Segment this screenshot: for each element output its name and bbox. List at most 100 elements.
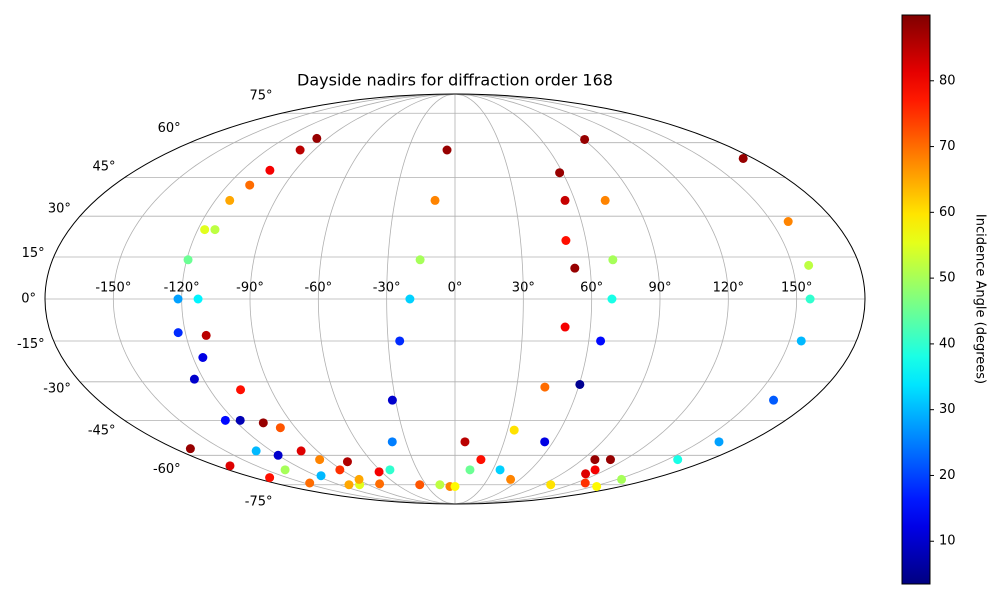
data-point xyxy=(236,385,246,395)
data-point xyxy=(173,328,183,338)
data-point xyxy=(265,473,275,483)
data-point xyxy=(450,481,460,491)
data-point xyxy=(385,465,395,475)
data-point xyxy=(592,481,602,491)
data-point xyxy=(344,480,354,490)
colorbar-tick-label: 40 xyxy=(939,336,956,351)
data-point xyxy=(495,465,505,475)
y-tick-label: 30° xyxy=(48,202,71,217)
data-point xyxy=(600,195,610,205)
data-point xyxy=(220,415,230,425)
x-tick-label: -30° xyxy=(373,281,401,296)
data-point xyxy=(575,379,585,389)
colorbar-label: Incidence Angle (degrees) xyxy=(973,214,988,384)
data-point xyxy=(280,465,290,475)
data-point xyxy=(296,446,306,456)
grid xyxy=(45,93,865,505)
x-tick-label: 90° xyxy=(648,281,671,296)
x-tick-label: 0° xyxy=(448,281,463,296)
data-point xyxy=(305,478,315,488)
x-tick-label: -60° xyxy=(304,281,332,296)
x-tick-label: 150° xyxy=(781,281,812,296)
y-tick-label: 75° xyxy=(249,88,272,103)
data-point xyxy=(546,480,556,490)
data-point xyxy=(335,465,345,475)
colorbar-tick-label: 20 xyxy=(939,468,956,483)
points xyxy=(173,133,815,491)
data-point xyxy=(193,294,203,304)
data-point xyxy=(354,474,364,484)
data-point xyxy=(460,437,470,447)
data-point xyxy=(617,474,627,484)
data-point xyxy=(415,255,425,265)
data-point xyxy=(405,294,415,304)
y-tick-label: 60° xyxy=(158,121,181,136)
y-tick-label: 0° xyxy=(21,292,36,307)
map-frame xyxy=(44,93,866,505)
data-point xyxy=(560,195,570,205)
data-point xyxy=(258,418,268,428)
data-point xyxy=(235,415,245,425)
data-point xyxy=(387,395,397,405)
data-point xyxy=(560,322,570,332)
colorbar-tick-label: 70 xyxy=(939,139,956,154)
data-point xyxy=(596,336,606,346)
data-point xyxy=(796,336,806,346)
data-point xyxy=(769,395,779,405)
data-point xyxy=(570,263,580,273)
x-tick-label: -150° xyxy=(95,281,131,296)
y-tick-label: -30° xyxy=(43,381,71,396)
colorbar-tick-label: 80 xyxy=(939,73,956,88)
data-point xyxy=(430,195,440,205)
data-point xyxy=(805,294,815,304)
data-point xyxy=(605,455,615,465)
data-point xyxy=(555,168,565,178)
data-point xyxy=(580,478,590,488)
data-point xyxy=(476,455,486,465)
data-point xyxy=(210,225,220,235)
colorbar-tick-label: 10 xyxy=(939,534,956,549)
data-point xyxy=(738,153,748,163)
data-point xyxy=(201,330,211,340)
data-point xyxy=(173,294,183,304)
data-point xyxy=(265,165,275,175)
data-point xyxy=(581,469,591,479)
data-point xyxy=(273,450,283,460)
data-point xyxy=(375,479,385,489)
y-tick-label: 15° xyxy=(22,246,45,261)
x-tick-label: 30° xyxy=(512,281,535,296)
data-point xyxy=(580,134,590,144)
data-point xyxy=(590,455,600,465)
data-point xyxy=(509,425,519,435)
x-tick-label: -90° xyxy=(236,281,264,296)
data-point xyxy=(395,336,405,346)
x-tick-label: 60° xyxy=(580,281,603,296)
data-point xyxy=(442,145,452,155)
data-point xyxy=(198,353,208,363)
data-point xyxy=(275,423,285,433)
data-point xyxy=(506,474,516,484)
data-point xyxy=(251,446,261,456)
data-point xyxy=(540,437,550,447)
x-tick-label: 120° xyxy=(713,281,744,296)
colorbar-tick-label: 60 xyxy=(939,205,956,220)
data-point xyxy=(673,455,683,465)
data-point xyxy=(225,461,235,471)
data-point xyxy=(714,437,724,447)
data-point xyxy=(189,374,199,384)
data-point xyxy=(465,465,475,475)
data-point xyxy=(200,225,210,235)
data-point xyxy=(804,260,814,270)
colorbar-tick-label: 30 xyxy=(939,402,956,417)
y-tick-label: -45° xyxy=(88,423,116,438)
data-point xyxy=(245,180,255,190)
y-tick-label: -60° xyxy=(153,462,181,477)
data-point xyxy=(540,382,550,392)
data-point xyxy=(387,437,397,447)
data-point xyxy=(590,465,600,475)
y-tick-label: -75° xyxy=(245,495,273,510)
y-tick-label: 45° xyxy=(93,160,116,175)
colorbar xyxy=(901,14,931,585)
data-point xyxy=(415,480,425,490)
